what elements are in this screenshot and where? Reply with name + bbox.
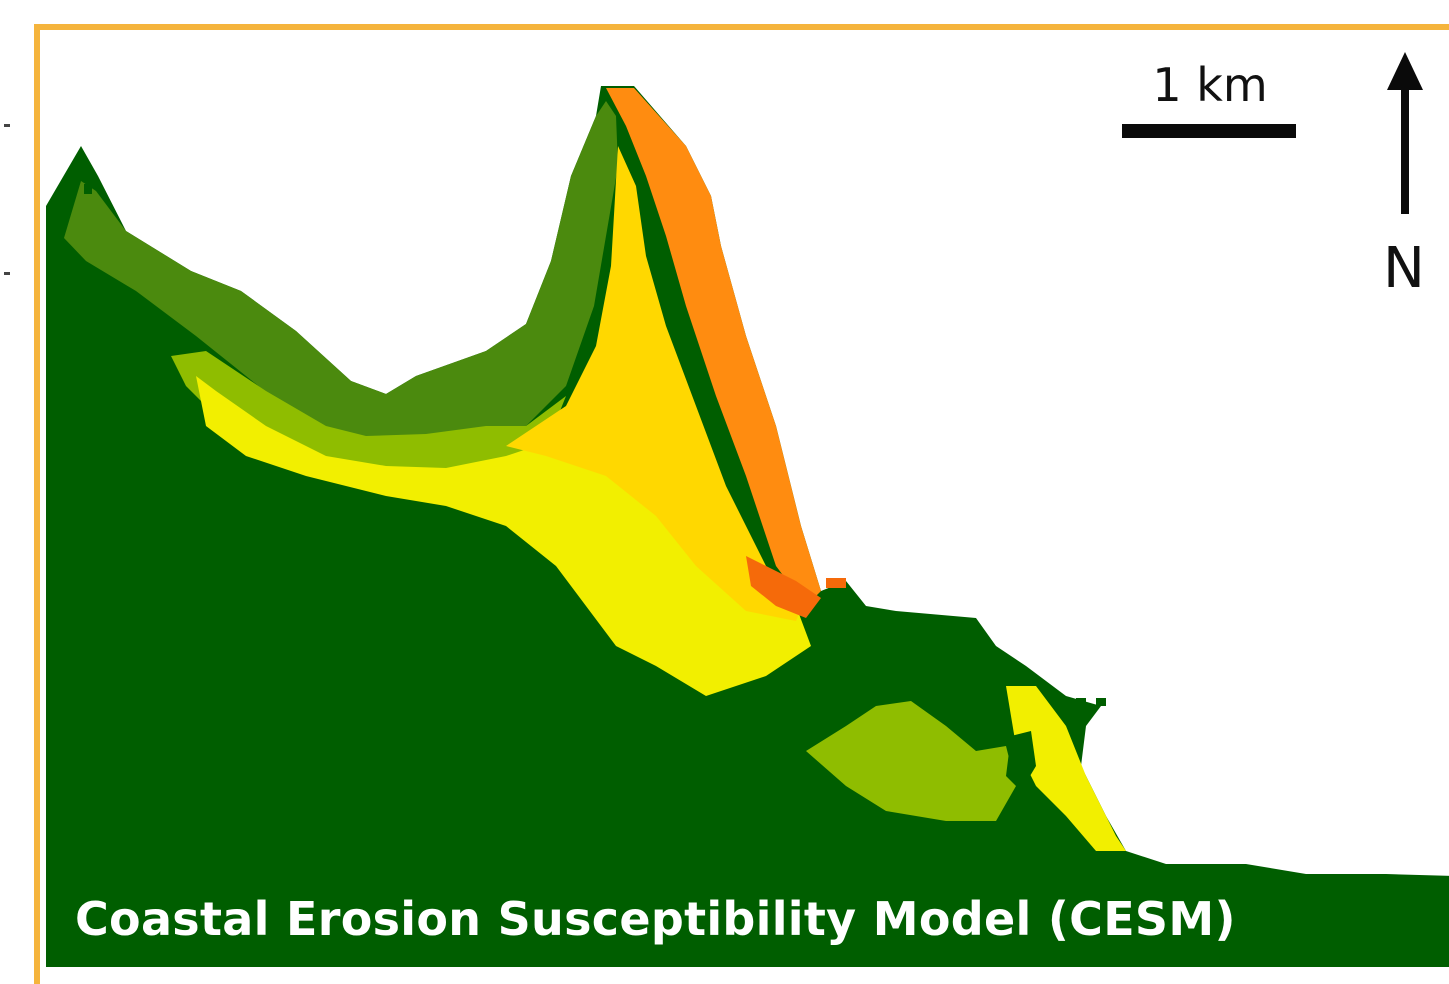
- land-islet: [1006, 731, 1036, 791]
- speck: [84, 184, 92, 194]
- susceptibility-zone-moderate: [196, 376, 811, 696]
- scale-bar-icon: [1122, 124, 1296, 138]
- edge-tick-mark: [4, 124, 10, 127]
- north-label: N: [1383, 236, 1425, 301]
- north-arrow-icon: [1387, 52, 1423, 214]
- susceptibility-zone-very-low: [64, 101, 618, 456]
- susceptibility-map: [46, 86, 1449, 967]
- susceptibility-zone-high: [506, 146, 806, 621]
- speck: [826, 578, 846, 588]
- edge-tick-mark: [4, 272, 10, 275]
- scale-bar-label: 1 km: [1152, 58, 1268, 112]
- susceptibility-zone-low-bay: [806, 701, 1016, 821]
- susceptibility-zone-extreme: [746, 556, 821, 618]
- speck: [1076, 698, 1086, 706]
- susceptibility-zone-moderate-bay: [1006, 686, 1126, 851]
- map-title: Coastal Erosion Susceptibility Model (CE…: [75, 892, 1236, 946]
- speck: [1096, 698, 1106, 706]
- map-frame: [34, 24, 1449, 984]
- susceptibility-zone-low: [171, 351, 566, 486]
- susceptibility-zone-very-high: [606, 88, 821, 606]
- land-area: [46, 86, 1449, 967]
